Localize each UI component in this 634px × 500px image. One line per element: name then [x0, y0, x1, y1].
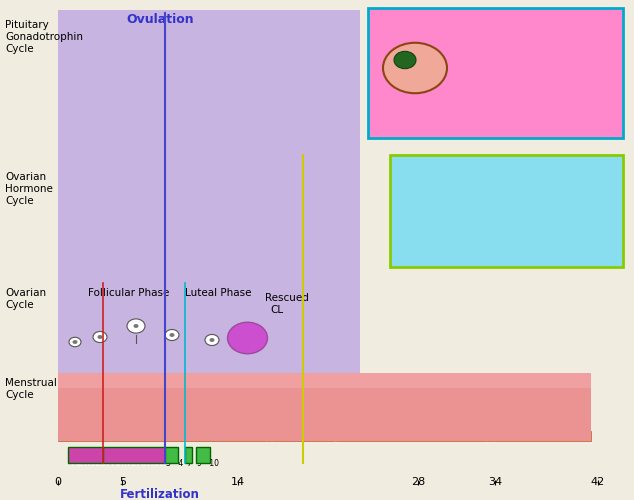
Text: Cycle: Cycle: [5, 44, 34, 54]
Text: 1/2 - 1/3: 1/2 - 1/3: [473, 42, 517, 52]
Text: $\longrightarrow$hCG: $\longrightarrow$hCG: [435, 26, 477, 38]
Text: Proliferation: Proliferation: [105, 459, 166, 468]
Text: Fertilization: Fertilization: [120, 488, 200, 500]
Text: 28: 28: [411, 477, 425, 487]
Text: Progesterone: Progesterone: [195, 188, 259, 198]
Text: Gonadotrophin: Gonadotrophin: [5, 32, 83, 42]
Text: 7: 7: [186, 459, 191, 468]
Text: & Primitive Embryonic: & Primitive Embryonic: [444, 201, 568, 211]
Text: FSH: FSH: [184, 126, 203, 136]
Text: Menstrual: Menstrual: [5, 378, 57, 388]
Text: 42: 42: [591, 477, 605, 487]
Text: Blastocyst: Blastocyst: [373, 106, 427, 116]
Text: TB: TB: [420, 26, 434, 36]
Text: Cycle: Cycle: [5, 196, 34, 206]
Text: LH: LH: [168, 30, 183, 40]
Text: 5: 5: [119, 477, 126, 487]
Text: Progesterone: Progesterone: [195, 136, 255, 145]
Text: 3 - 4: 3 - 4: [165, 459, 183, 468]
Text: Hormone: Hormone: [5, 184, 53, 194]
Text: Primitive Blood Vessels: Primitive Blood Vessels: [442, 173, 570, 183]
Text: 9 - 10: 9 - 10: [197, 459, 219, 468]
Text: ICM: ICM: [373, 20, 391, 30]
Text: Pituitary: Pituitary: [5, 20, 49, 30]
Text: 34: 34: [488, 477, 502, 487]
Text: Luteal Phase: Luteal Phase: [185, 288, 252, 298]
Text: Ovarian: Ovarian: [5, 288, 46, 298]
Text: Ovulation: Ovulation: [126, 13, 194, 26]
Text: CL: CL: [270, 305, 283, 315]
Text: Ovarian: Ovarian: [5, 172, 46, 182]
Text: Follicular Phase: Follicular Phase: [88, 288, 169, 298]
Text: 0: 0: [55, 477, 61, 487]
Text: Rescued: Rescued: [265, 293, 309, 303]
Text: Cycle: Cycle: [5, 390, 34, 400]
Text: Circulation: Circulation: [476, 215, 536, 225]
Text: $\approx$ LH: $\approx$ LH: [487, 26, 517, 38]
Text: >60%: >60%: [443, 42, 475, 52]
Text: Estrogen: Estrogen: [106, 202, 152, 212]
Text: Cycle: Cycle: [5, 300, 34, 310]
Text: in Chorionic Mesoderm: in Chorionic Mesoderm: [442, 187, 570, 197]
Text: 14: 14: [231, 477, 245, 487]
Text: Menses: Menses: [70, 459, 105, 468]
